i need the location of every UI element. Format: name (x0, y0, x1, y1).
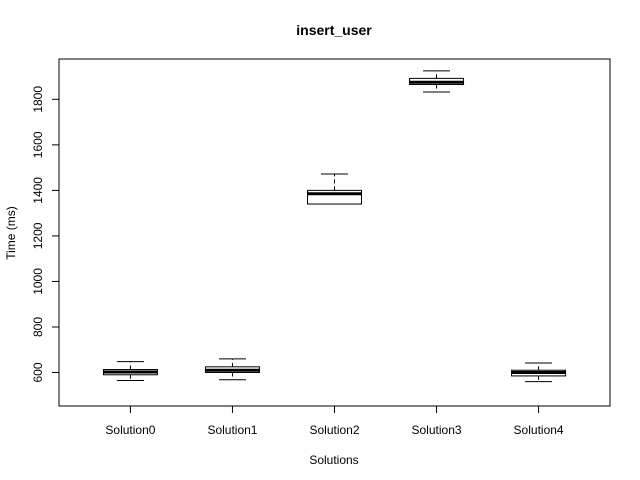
plot-frame (58, 58, 611, 407)
y-tick-label: 600 (31, 362, 45, 382)
box-solution3 (409, 70, 465, 93)
y-tick-label: 1600 (31, 131, 45, 158)
x-tick-label: Solution0 (105, 423, 155, 437)
y-tick-label: 1000 (31, 268, 45, 295)
box-solution4 (511, 362, 567, 383)
y-tick-label: 1800 (31, 86, 45, 113)
box-solution2 (307, 173, 362, 205)
box-solution1 (204, 358, 260, 381)
x-tick-label: Solution3 (412, 423, 462, 437)
x-tick-label: Solution1 (207, 423, 257, 437)
y-tick-label: 800 (31, 317, 45, 337)
y-tick-label: 1200 (31, 222, 45, 249)
x-tick-label: Solution4 (514, 423, 564, 437)
x-tick-label: Solution2 (309, 423, 359, 437)
y-axis: 600 800 1000 1200 1400 1600 1800 (31, 86, 60, 383)
box-solution0 (102, 361, 158, 381)
chart-title: insert_user (296, 22, 372, 38)
x-axis-label: Solutions (309, 453, 358, 467)
y-tick-label: 1400 (31, 177, 45, 204)
y-axis-label: Time (ms) (4, 206, 18, 260)
boxes-group (102, 70, 567, 383)
x-axis: Solution0 Solution1 Solution2 Solution3 Solu… (105, 405, 564, 437)
